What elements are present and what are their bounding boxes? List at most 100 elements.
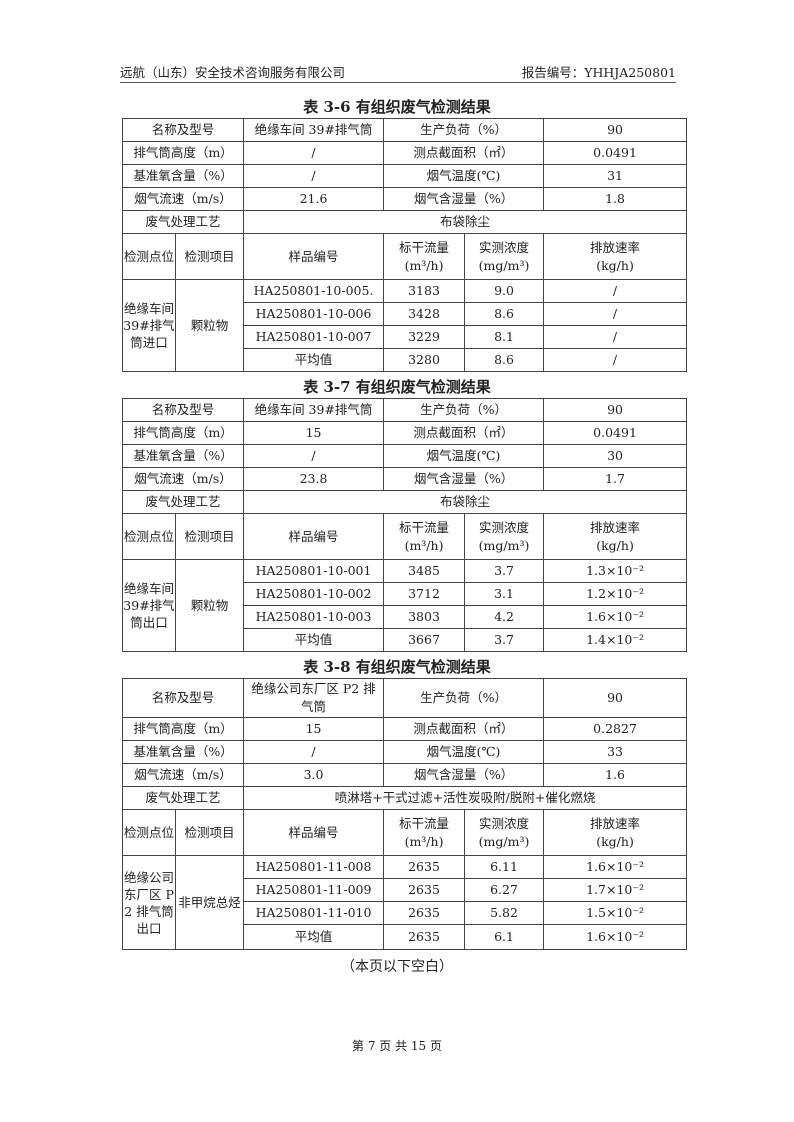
conc-cell: 3.7 <box>464 559 545 583</box>
label-cell: 烟气流速（m/s） <box>121 467 245 491</box>
value-cell: 0.0491 <box>543 141 688 165</box>
item-cell: 颗粒物 <box>174 559 245 652</box>
value-cell: 1.6 <box>543 763 688 787</box>
value-cell: 3.0 <box>243 763 385 787</box>
report-number: 报告编号：YHHJA250801 <box>521 65 676 80</box>
label-cell: 平均值 <box>243 628 385 652</box>
conc-cell: 8.1 <box>464 325 545 349</box>
flow-cell: 3183 <box>383 279 466 303</box>
table-row: HA250801-10-007 3229 8.1/ <box>123 325 688 349</box>
value-cell: 绝缘公司东厂区 P2 排气筒 <box>243 678 385 718</box>
label-cell: 废气处理工艺 <box>121 490 245 514</box>
rate-cell: 1.5×10⁻² <box>543 901 688 925</box>
flow-cell: 3428 <box>383 302 466 326</box>
conc-cell: 3.7 <box>464 628 545 652</box>
value-cell: 1.7 <box>543 467 688 491</box>
sample-cell: HA250801-10-002 <box>243 582 385 606</box>
label-cell: 烟气温度(℃) <box>383 444 545 468</box>
rate-cell: / <box>543 348 688 372</box>
label-cell: 烟气温度(℃) <box>383 740 545 764</box>
conc-cell: 8.6 <box>464 302 545 326</box>
label-cell: 基准氧含量（%） <box>121 740 245 764</box>
label-cell: 废气处理工艺 <box>121 786 245 810</box>
value-cell: 绝缘车间 39#排气筒 <box>243 118 385 142</box>
header-cell: 检测项目 <box>174 233 245 280</box>
conc-cell: 8.6 <box>464 348 545 372</box>
location-cell: 绝缘车间 39#排气筒出口 <box>122 559 176 652</box>
value-cell: 0.2827 <box>543 717 688 741</box>
table-row: HA250801-10-002 3712 3.1 1.2×10⁻² <box>123 582 688 606</box>
flow-cell: 2635 <box>383 855 466 879</box>
value-cell: 15 <box>243 717 385 741</box>
label-cell: 名称及型号 <box>121 678 245 718</box>
page-header: 远航（山东）安全技术咨询服务有限公司 报告编号：YHHJA250801 <box>120 62 676 83</box>
header-cell: 排放速率 (kg/h) <box>543 809 688 856</box>
item-cell: 颗粒物 <box>174 279 245 372</box>
average-row: 平均值 3280 8.6/ <box>123 348 688 372</box>
header-cell: 检测点位 <box>122 233 176 280</box>
value-cell: 23.8 <box>243 467 385 491</box>
rate-cell: / <box>543 325 688 349</box>
header-cell: 标干流量 (m³/h) <box>383 513 466 560</box>
conc-cell: 9.0 <box>464 279 545 303</box>
header-cell: 实测浓度 (mg/m³) <box>464 233 545 280</box>
label-cell: 烟气流速（m/s） <box>121 763 245 787</box>
label-cell: 名称及型号 <box>121 398 245 422</box>
table-row: HA250801-11-009 2635 6.27 1.7×10⁻² <box>123 878 688 902</box>
header-cell: 标干流量 (m³/h) <box>383 809 466 856</box>
label-cell: 排气筒高度（m） <box>121 141 245 165</box>
header-cell: 检测点位 <box>122 513 176 560</box>
sample-cell: HA250801-10-006 <box>243 302 385 326</box>
sample-cell: HA250801-10-005. <box>243 279 385 303</box>
header-cell: 实测浓度 (mg/m³) <box>464 809 545 856</box>
result-table: 名称及型号 绝缘公司东厂区 P2 排气筒 生产负荷（%） 90 排气筒高度（m） 15 测点… <box>121 678 688 950</box>
location-cell: 绝缘车间 39#排气筒进口 <box>122 279 176 372</box>
label-cell: 测点截面积（㎡） <box>383 717 545 741</box>
label-cell: 测点截面积（㎡） <box>383 421 545 445</box>
rate-cell: 1.6×10⁻² <box>543 924 688 950</box>
result-table: 名称及型号 绝缘车间 39#排气筒 生产负荷（%） 90 排气筒高度（m） / 测点截面积（… <box>121 118 688 372</box>
flow-cell: 3667 <box>383 628 466 652</box>
conc-cell: 6.1 <box>464 924 545 950</box>
table-row: 绝缘公司东厂区 P2 排气筒出口 非甲烷总烃 HA250801-11-008 2635… <box>122 855 688 950</box>
label-cell: 生产负荷（%） <box>383 678 545 718</box>
sample-cell: HA250801-11-009 <box>243 878 385 902</box>
conc-cell: 5.82 <box>464 901 545 925</box>
label-cell: 生产负荷（%） <box>383 398 545 422</box>
value-cell: 绝缘车间 39#排气筒 <box>243 398 385 422</box>
value-cell: / <box>243 740 385 764</box>
flow-cell: 3229 <box>383 325 466 349</box>
value-cell: 30 <box>543 444 688 468</box>
value-cell: 90 <box>543 118 688 142</box>
label-cell: 烟气含湿量（%） <box>383 763 545 787</box>
company-name: 远航（山东）安全技术咨询服务有限公司 <box>120 65 346 80</box>
header-cell: 样品编号 <box>243 809 385 856</box>
label-cell: 烟气含湿量（%） <box>383 187 545 211</box>
table-row: 绝缘车间 39#排气筒出口 颗粒物 HA250801-10-001 3485 3.7 1.… <box>122 559 688 652</box>
flow-cell: 3485 <box>383 559 466 583</box>
value-cell: / <box>243 141 385 165</box>
value-cell: 90 <box>543 398 688 422</box>
header-cell: 样品编号 <box>243 233 385 280</box>
conc-cell: 3.1 <box>464 582 545 606</box>
flow-cell: 3712 <box>383 582 466 606</box>
value-cell: 喷淋塔+干式过滤+活性炭吸附/脱附+催化燃烧 <box>243 786 688 810</box>
value-cell: 31 <box>543 164 688 188</box>
label-cell: 基准氧含量（%） <box>121 164 245 188</box>
label-cell: 测点截面积（㎡） <box>383 141 545 165</box>
rate-cell: 1.3×10⁻² <box>543 559 688 583</box>
label-cell: 生产负荷（%） <box>383 118 545 142</box>
value-cell: 0.0491 <box>543 421 688 445</box>
rate-cell: 1.7×10⁻² <box>543 878 688 902</box>
label-cell: 烟气流速（m/s） <box>121 187 245 211</box>
flow-cell: 3803 <box>383 605 466 629</box>
header-cell: 检测点位 <box>122 809 176 856</box>
flow-cell: 3280 <box>383 348 466 372</box>
value-cell: / <box>243 164 385 188</box>
header-cell: 检测项目 <box>174 513 245 560</box>
value-cell: 90 <box>543 678 688 718</box>
label-cell: 烟气含湿量（%） <box>383 467 545 491</box>
rate-cell: 1.4×10⁻² <box>543 628 688 652</box>
table-title: 表 3-7 有组织废气检测结果 <box>303 378 491 396</box>
label-cell: 基准氧含量（%） <box>121 444 245 468</box>
